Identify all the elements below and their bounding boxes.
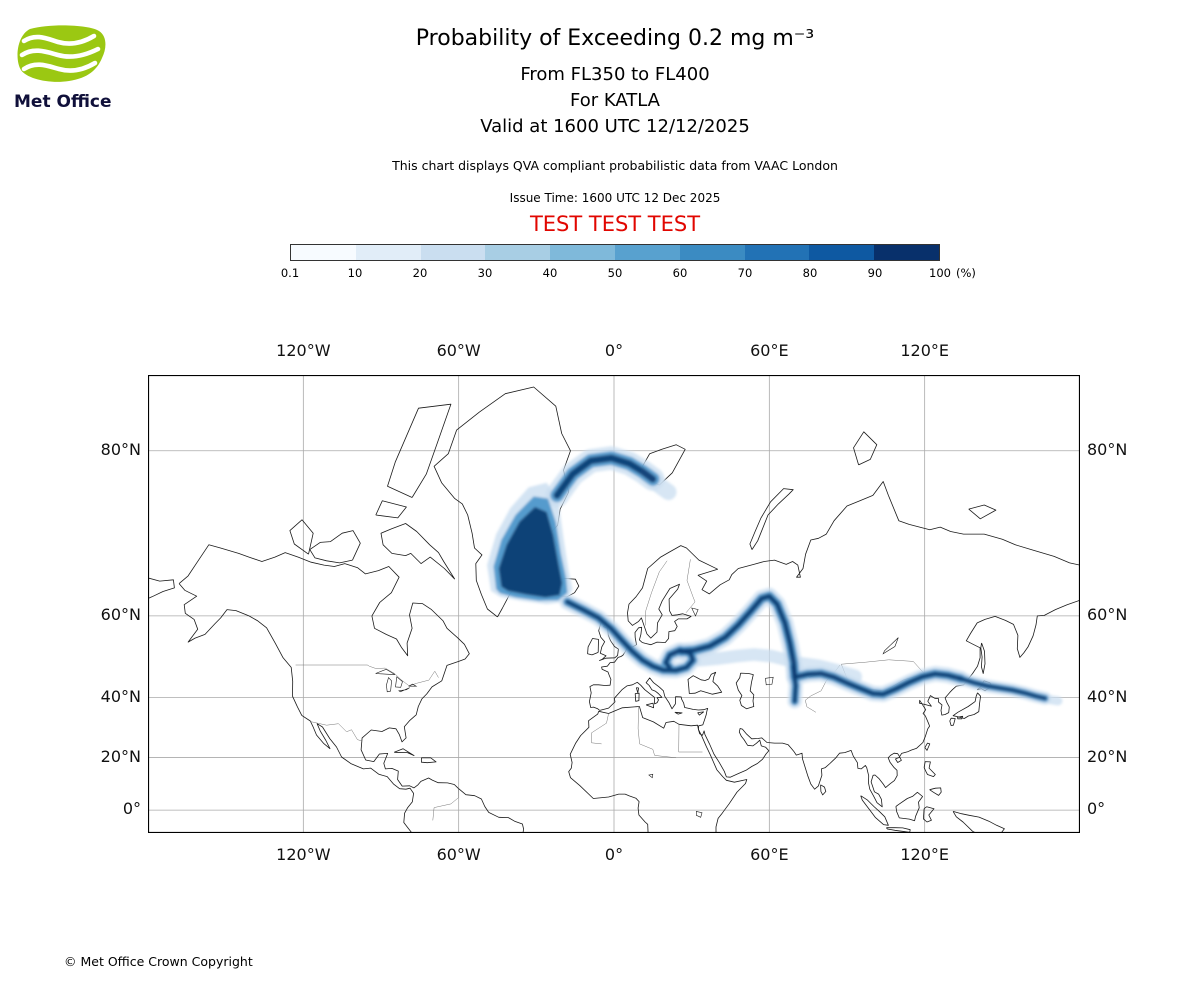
colorbar-segment: [809, 245, 875, 260]
lon-axis-label-top: 120°E: [900, 341, 949, 360]
lat-axis-label-left: 60°N: [100, 604, 141, 624]
colorbar-tick-label: 50: [607, 266, 623, 280]
colorbar-tick-label: 40: [542, 266, 558, 280]
lon-axis-label-top: 120°W: [276, 341, 331, 360]
test-banner: TEST TEST TEST: [529, 212, 701, 236]
copyright-notice: © Met Office Crown Copyright: [64, 954, 253, 969]
lon-axis-label-bottom: 120°W: [276, 845, 331, 864]
ash-probability-plume: [487, 446, 1063, 709]
lat-axis-label-right: 0°: [1087, 799, 1106, 819]
probability-colorbar: [290, 244, 940, 261]
lat-axis-label-right: 40°N: [1087, 686, 1128, 706]
lat-axis-label-right: 80°N: [1087, 439, 1128, 459]
colorbar-tick-label: 60: [672, 266, 688, 280]
colorbar-tick-label: 10: [347, 266, 363, 280]
colorbar-tick-label: 90: [867, 266, 883, 280]
lat-axis-label-left: 80°N: [100, 439, 141, 459]
lat-axis-label-left: 0°: [122, 799, 141, 819]
country-borders: [295, 559, 925, 821]
lon-axis-label-bottom: 60°E: [750, 845, 789, 864]
met-office-logo-mark: [17, 25, 106, 82]
colorbar-segment: [744, 245, 810, 260]
chart-subtitle-volcano: For KATLA: [570, 90, 660, 111]
lon-axis-label-bottom: 120°E: [900, 845, 949, 864]
chart-title: Probability of Exceeding 0.2 mg m⁻³: [415, 26, 815, 51]
colorbar-tick-label: 70: [737, 266, 753, 280]
colorbar-segment: [291, 245, 356, 260]
colorbar-tick-label: 0.1: [280, 266, 300, 280]
lon-axis-label-top: 60°E: [750, 341, 789, 360]
colorbar-segment: [614, 245, 680, 260]
colorbar-tick-label: 30: [477, 266, 493, 280]
met-office-logo: Met Office: [14, 24, 126, 112]
colorbar-segment: [485, 245, 551, 260]
world-map-mercator: [148, 375, 1080, 833]
colorbar-segment: [679, 245, 745, 260]
chart-subtitle-flight-levels: From FL350 to FL400: [520, 64, 710, 85]
colorbar-unit-label: (%): [956, 266, 976, 280]
colorbar-segment: [355, 245, 421, 260]
lon-axis-label-bottom: 60°W: [436, 845, 481, 864]
issue-time: Issue Time: 1600 UTC 12 Dec 2025: [509, 191, 721, 205]
lakes: [375, 607, 899, 818]
lat-axis-label-right: 20°N: [1087, 746, 1128, 766]
lat-axis-label-left: 20°N: [100, 746, 141, 766]
lon-axis-label-bottom: 0°: [604, 845, 624, 864]
colorbar-segment: [874, 245, 939, 260]
lat-axis-label-right: 60°N: [1087, 604, 1128, 624]
lon-axis-label-top: 0°: [604, 341, 624, 360]
colorbar-tick-labels: 0.1 10 20 30 40 50 60 70 80 90 100: [281, 266, 951, 282]
map-frame: [148, 375, 1080, 833]
met-office-logo-text: Met Office: [14, 92, 112, 112]
chart-subtitle-valid-time: Valid at 1600 UTC 12/12/2025: [480, 116, 750, 137]
colorbar-tick-label: 20: [412, 266, 428, 280]
colorbar-tick-label: 80: [802, 266, 818, 280]
colorbar-segment: [550, 245, 615, 260]
lat-axis-label-left: 40°N: [100, 686, 141, 706]
colorbar-segment: [420, 245, 486, 260]
graticule-grid: [148, 375, 1080, 833]
colorbar-tick-label: 100: [929, 266, 951, 280]
qva-compliance-note: This chart displays QVA compliant probab…: [392, 158, 838, 173]
lon-axis-label-top: 60°W: [436, 341, 481, 360]
